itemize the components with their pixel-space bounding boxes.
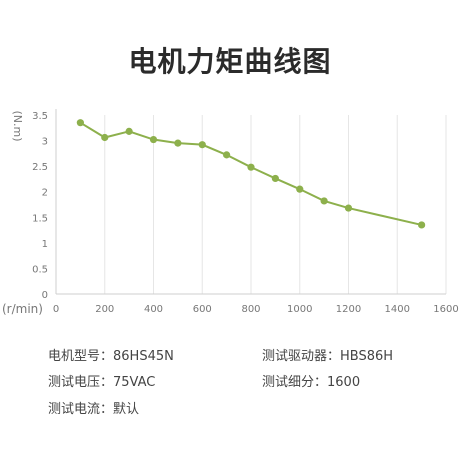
info-value: HBS86H	[340, 349, 394, 364]
y-tick-label: 1	[42, 239, 48, 250]
x-axis-label: (r/min)	[2, 302, 43, 316]
info-test-current: 测试电流：默认	[48, 398, 139, 417]
info-label: 测试电压：	[48, 375, 114, 390]
y-tick-label: 0	[42, 290, 48, 301]
info-test-microstep: 测试细分：1600	[262, 371, 360, 390]
info-value: 默认	[113, 402, 140, 417]
data-point	[344, 204, 353, 212]
x-tick-label: 800	[241, 304, 260, 315]
info-label: 测试电流：	[48, 402, 114, 417]
y-tick-label: 2	[42, 188, 48, 199]
data-point	[149, 135, 158, 144]
y-tick-label: 2.5	[32, 162, 48, 173]
page-title: 电机力矩曲线图	[128, 45, 332, 78]
info-label: 测试驱动器：	[262, 349, 341, 364]
data-point	[174, 139, 182, 147]
data-point	[418, 221, 426, 229]
x-tick-label: 1000	[287, 304, 312, 315]
info-test-voltage: 测试电压：75VAC	[48, 371, 155, 390]
data-point	[76, 119, 84, 127]
x-tick-label: 1600	[433, 304, 458, 315]
y-tick-label: 3.5	[32, 111, 48, 122]
y-tick-label: 1.5	[32, 213, 48, 224]
x-tick-label: 200	[95, 304, 114, 315]
data-point	[223, 151, 231, 159]
x-tick-label: 400	[144, 304, 163, 315]
info-value: 86HS45N	[113, 349, 174, 364]
y-tick-label: 3	[42, 137, 48, 148]
data-point	[296, 185, 304, 193]
data-point	[198, 141, 206, 149]
x-tick-label: 0	[53, 304, 59, 315]
info-label: 电机型号：	[48, 349, 114, 364]
data-point	[320, 197, 328, 205]
info-test-driver: 测试驱动器：HBS86H	[262, 345, 393, 364]
data-point	[271, 174, 279, 183]
data-point	[125, 127, 133, 135]
data-point	[101, 133, 109, 142]
y-tick-label: 0.5	[32, 264, 48, 275]
info-value: 75VAC	[113, 375, 156, 390]
y-axis-label: (N.m)	[11, 110, 24, 141]
info-value: 1600	[327, 375, 361, 390]
info-motor-model: 电机型号：86HS45N	[48, 345, 174, 364]
x-tick-label: 600	[193, 304, 212, 315]
x-tick-label: 1200	[336, 304, 361, 315]
x-tick-label: 1400	[385, 304, 410, 315]
info-label: 测试细分：	[262, 375, 328, 390]
data-point	[247, 163, 255, 171]
